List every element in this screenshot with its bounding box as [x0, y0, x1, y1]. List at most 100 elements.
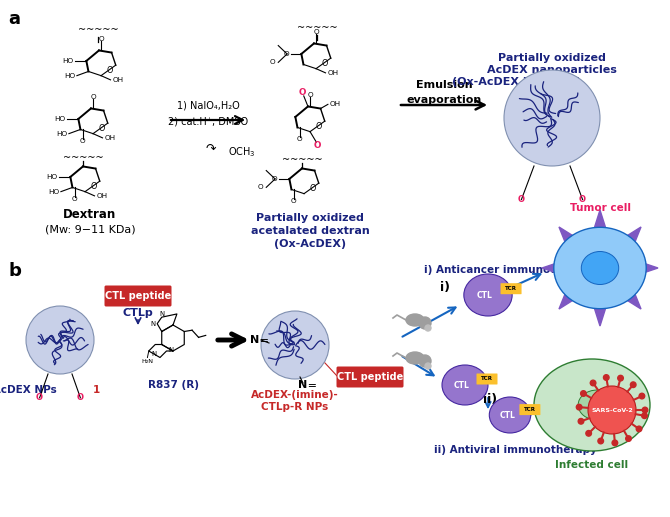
Text: O: O [36, 393, 43, 402]
Text: N: N [152, 351, 157, 357]
Circle shape [419, 317, 431, 329]
Text: SARS-CoV-2: SARS-CoV-2 [591, 407, 633, 413]
Text: O: O [283, 51, 289, 57]
Circle shape [598, 438, 604, 444]
Text: CTL peptide: CTL peptide [337, 372, 403, 382]
Ellipse shape [554, 227, 646, 309]
Text: ~~~~~: ~~~~~ [78, 25, 119, 35]
FancyBboxPatch shape [476, 373, 498, 385]
Text: O: O [257, 185, 263, 190]
Text: CTL: CTL [454, 381, 470, 389]
Circle shape [639, 393, 645, 399]
Text: O: O [299, 88, 306, 97]
Text: ii): ii) [483, 393, 497, 406]
Text: O: O [77, 393, 84, 402]
Text: O: O [314, 141, 321, 150]
Ellipse shape [406, 314, 424, 326]
Text: H₂N: H₂N [141, 359, 153, 364]
Text: TCR: TCR [505, 286, 517, 291]
Text: HO: HO [48, 189, 59, 194]
Text: OCH$_3$: OCH$_3$ [228, 145, 256, 159]
Ellipse shape [442, 365, 488, 405]
Text: TCR: TCR [481, 376, 493, 382]
Text: ~~~~~: ~~~~~ [62, 153, 103, 163]
Polygon shape [542, 261, 563, 275]
Text: CTLp-R NPs: CTLp-R NPs [261, 402, 328, 412]
Circle shape [581, 391, 586, 397]
Text: OH: OH [330, 101, 341, 108]
Polygon shape [636, 261, 658, 275]
Text: O: O [98, 124, 105, 133]
Circle shape [630, 382, 636, 388]
Text: 1) NaIO₄,H₂O: 1) NaIO₄,H₂O [177, 101, 239, 111]
Ellipse shape [578, 390, 616, 420]
Text: ii) Antiviral immunotherapy: ii) Antiviral immunotherapy [433, 445, 596, 455]
FancyBboxPatch shape [500, 283, 521, 294]
Polygon shape [620, 286, 641, 309]
Text: i): i) [440, 281, 450, 295]
Text: a: a [8, 10, 20, 28]
Text: O: O [308, 92, 313, 98]
Text: ): ) [576, 77, 581, 87]
Circle shape [576, 404, 582, 410]
Ellipse shape [534, 359, 650, 451]
Text: Tumor cell: Tumor cell [570, 203, 630, 213]
Circle shape [425, 363, 431, 369]
Ellipse shape [489, 397, 531, 433]
Text: OH: OH [112, 77, 123, 83]
Text: O: O [269, 59, 275, 65]
Polygon shape [559, 227, 580, 250]
Text: O: O [297, 136, 302, 142]
Text: $\curvearrowright$: $\curvearrowright$ [203, 142, 217, 155]
Circle shape [586, 431, 592, 436]
Circle shape [588, 386, 636, 434]
FancyBboxPatch shape [519, 404, 541, 415]
Text: TCR: TCR [524, 407, 536, 412]
Circle shape [643, 407, 648, 413]
Text: Partially oxidized: Partially oxidized [498, 53, 606, 63]
Text: O: O [271, 176, 277, 182]
Polygon shape [592, 300, 608, 326]
Text: O: O [310, 184, 316, 193]
Text: AcDEX nanoparticles: AcDEX nanoparticles [487, 65, 617, 75]
Text: HO: HO [56, 131, 67, 136]
Text: O: O [90, 94, 96, 100]
Circle shape [419, 355, 431, 367]
Text: O: O [291, 198, 296, 204]
Text: HO: HO [64, 73, 75, 79]
Text: i) Anticancer immunotherapy: i) Anticancer immunotherapy [424, 265, 596, 275]
Text: O: O [90, 182, 96, 191]
Polygon shape [559, 286, 580, 309]
Text: ═: ═ [308, 380, 314, 390]
Text: OH: OH [96, 193, 107, 199]
Text: AcDEX-(imine)-: AcDEX-(imine)- [251, 390, 339, 400]
Circle shape [604, 375, 609, 381]
Text: O: O [107, 66, 113, 75]
Circle shape [636, 426, 642, 432]
Circle shape [578, 418, 584, 424]
Circle shape [618, 375, 623, 381]
Text: HO: HO [62, 58, 73, 64]
Circle shape [504, 70, 600, 166]
Text: 1: 1 [92, 385, 100, 395]
Circle shape [26, 306, 94, 374]
Text: N: N [298, 380, 308, 390]
Circle shape [626, 436, 631, 442]
Ellipse shape [406, 352, 424, 364]
Polygon shape [620, 227, 641, 250]
Text: Infected cell: Infected cell [555, 460, 628, 470]
Text: N: N [151, 321, 156, 327]
Circle shape [261, 311, 329, 379]
FancyBboxPatch shape [105, 285, 172, 307]
Text: 2) cat.H⁺, DMSO: 2) cat.H⁺, DMSO [168, 117, 248, 127]
Ellipse shape [464, 274, 512, 316]
Text: b: b [8, 262, 21, 280]
Text: OH: OH [104, 135, 115, 141]
Text: O: O [579, 195, 586, 204]
Text: Partially oxidized: Partially oxidized [256, 213, 364, 223]
Text: (Mw: 9−11 KDa): (Mw: 9−11 KDa) [45, 224, 135, 234]
Circle shape [590, 380, 596, 386]
Text: O: O [72, 196, 77, 202]
Text: R837 (R): R837 (R) [147, 380, 198, 390]
Text: Dextran: Dextran [64, 208, 117, 221]
